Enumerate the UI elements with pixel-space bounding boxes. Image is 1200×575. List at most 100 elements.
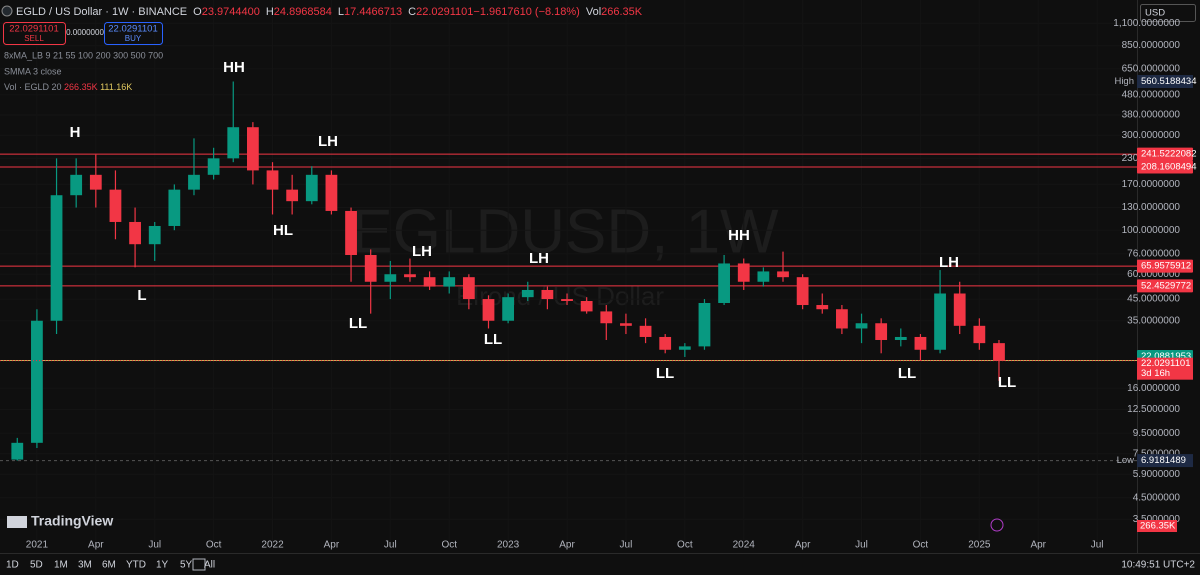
y-tick-label: 3.5000000 bbox=[1133, 514, 1181, 525]
x-tick-label: Oct bbox=[913, 540, 929, 551]
range-button[interactable]: 3M bbox=[78, 560, 92, 571]
candle-body bbox=[286, 189, 299, 202]
annotation: LL bbox=[998, 374, 1016, 391]
buy-button[interactable] bbox=[104, 22, 163, 45]
candle-body bbox=[953, 293, 966, 326]
watermark: EGLDUSD, 1W bbox=[351, 197, 779, 266]
candle-body bbox=[70, 174, 83, 196]
range-button[interactable]: 5Y bbox=[180, 560, 193, 571]
x-tick-label: Jul bbox=[148, 540, 161, 551]
buy-label[interactable]: BUY bbox=[125, 34, 142, 43]
candle-body bbox=[325, 174, 338, 211]
candle-body bbox=[168, 189, 181, 226]
sell-button[interactable] bbox=[3, 22, 66, 45]
candle-body bbox=[894, 336, 907, 340]
volume-tag: 266.35K bbox=[1140, 521, 1176, 532]
alert-icon[interactable] bbox=[990, 518, 1004, 532]
candle-body bbox=[639, 325, 652, 337]
high-tag: 560.5188434 bbox=[1141, 76, 1196, 87]
annotation: LL bbox=[656, 365, 674, 382]
y-tick-label: 5.9000000 bbox=[1133, 469, 1181, 480]
ma-level-tag: 22.0881953 bbox=[1141, 351, 1191, 362]
indicator[interactable]: SMMA 3 close bbox=[4, 66, 62, 76]
currency[interactable]: USD bbox=[1145, 8, 1165, 19]
x-tick-label: 2023 bbox=[497, 540, 520, 551]
range-button[interactable]: 1D bbox=[6, 560, 19, 571]
level-tag: 65.9575912 bbox=[1141, 261, 1191, 272]
annotation: LL bbox=[484, 331, 502, 348]
y-tick-label: 650.0000000 bbox=[1122, 63, 1181, 74]
candle-body bbox=[364, 255, 377, 282]
candle-body bbox=[600, 311, 613, 324]
volume-value: 266.35K bbox=[64, 82, 98, 92]
candle-body bbox=[266, 170, 279, 190]
y-tick-label: 300.0000000 bbox=[1122, 130, 1181, 141]
low-label: Low bbox=[1117, 455, 1135, 466]
low-tag-bg bbox=[1137, 454, 1193, 468]
sell-price[interactable]: 22.0291101 bbox=[9, 24, 59, 35]
level-tag-bg bbox=[1137, 259, 1193, 273]
high-tag-bg bbox=[1137, 75, 1193, 89]
level-tag: 241.5222082 bbox=[1141, 149, 1196, 160]
y-tick-label: 7.5000000 bbox=[1133, 448, 1181, 459]
last-price-bg bbox=[1137, 357, 1193, 380]
y-tick-label: 60.0000000 bbox=[1127, 269, 1180, 280]
y-tick-label: 1,100.0000000 bbox=[1113, 18, 1180, 29]
level-tag-bg bbox=[1137, 147, 1193, 161]
sell-label[interactable]: SELL bbox=[24, 34, 44, 43]
volume-tag-bg bbox=[1137, 520, 1177, 532]
level-tag-bg bbox=[1137, 279, 1193, 293]
range-button[interactable]: 5D bbox=[30, 560, 43, 571]
low-tag: 6.9181489 bbox=[1141, 455, 1186, 466]
candle-body bbox=[561, 299, 573, 302]
candle-body bbox=[541, 289, 554, 300]
ohlc-label: L bbox=[338, 6, 344, 18]
x-tick-label: Apr bbox=[324, 540, 340, 551]
range-button[interactable]: 1Y bbox=[156, 560, 169, 571]
annotation: L bbox=[137, 287, 146, 304]
candle-body bbox=[973, 325, 986, 344]
candle-body bbox=[875, 323, 888, 340]
ohlc-value: 23.9744400 bbox=[202, 6, 260, 18]
candle-body bbox=[659, 336, 672, 350]
y-tick-label: 850.0000000 bbox=[1122, 40, 1181, 51]
annotation: LH bbox=[412, 243, 432, 260]
candle-body bbox=[148, 225, 161, 245]
date-range-icon[interactable] bbox=[192, 558, 206, 571]
x-tick-label: Oct bbox=[206, 540, 222, 551]
candle-body bbox=[11, 442, 24, 460]
buy-price[interactable]: 22.0291101 bbox=[108, 24, 158, 35]
volume-ma: 111.16K bbox=[100, 82, 132, 92]
y-tick-label: 4.5000000 bbox=[1133, 492, 1181, 503]
candle-body bbox=[404, 274, 416, 278]
volume-label: Vol · EGLD 20 bbox=[4, 82, 62, 92]
volume-legend[interactable]: Vol · EGLD 20 266.35K 111.16K bbox=[4, 82, 132, 92]
candle-body bbox=[698, 302, 711, 347]
y-tick-label: 35.0000000 bbox=[1127, 315, 1180, 326]
candle-body bbox=[816, 305, 829, 310]
candle-body bbox=[757, 271, 770, 282]
y-tick-label: 9.5000000 bbox=[1133, 428, 1181, 439]
candle-body bbox=[305, 174, 318, 202]
y-tick-label: 45.0000000 bbox=[1127, 294, 1180, 305]
y-tick-label: 170.0000000 bbox=[1122, 179, 1181, 190]
level-tag-bg bbox=[1137, 160, 1193, 174]
x-tick-label: Jul bbox=[1091, 540, 1104, 551]
annotation: LH bbox=[939, 254, 959, 271]
x-tick-label: Apr bbox=[1030, 540, 1046, 551]
candle-body bbox=[384, 274, 397, 282]
ohlc-label: Vol bbox=[586, 6, 601, 18]
indicator[interactable]: 8xMA_LB 9 21 55 100 200 300 500 700 bbox=[4, 50, 163, 60]
range-button[interactable]: 6M bbox=[102, 560, 116, 571]
ohlc-label: C bbox=[408, 6, 416, 18]
x-tick-label: 2024 bbox=[733, 540, 756, 551]
candle-body bbox=[993, 343, 1005, 361]
x-tick-label: Jul bbox=[855, 540, 868, 551]
range-button[interactable]: 1M bbox=[54, 560, 68, 571]
range-button[interactable]: YTD bbox=[126, 560, 146, 571]
currency-select[interactable] bbox=[1140, 4, 1196, 22]
range-button[interactable]: All bbox=[204, 560, 215, 571]
annotation: LL bbox=[349, 315, 367, 332]
